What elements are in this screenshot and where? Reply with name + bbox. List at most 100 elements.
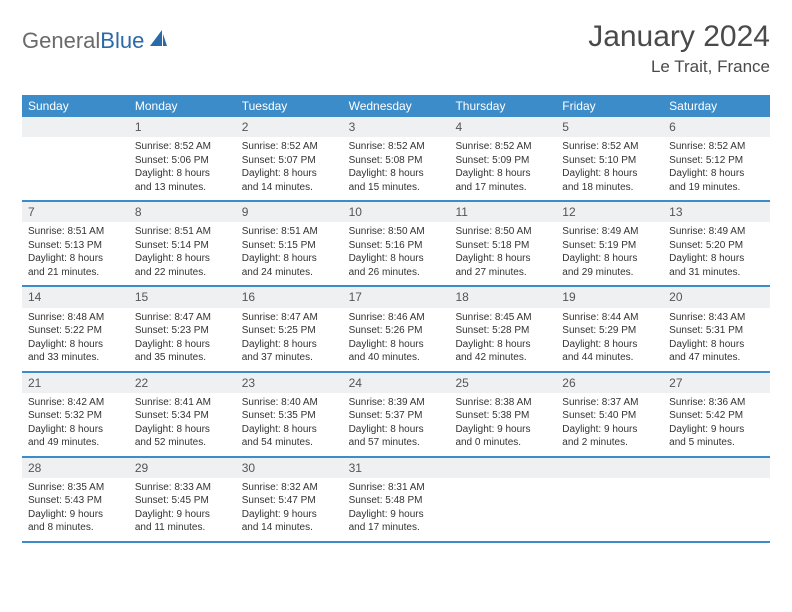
sunset-text: Sunset: 5:16 PM xyxy=(349,239,444,253)
day-body: Sunrise: 8:32 AMSunset: 5:47 PMDaylight:… xyxy=(236,478,343,541)
daylight-text: and 14 minutes. xyxy=(242,521,337,535)
day-cell: 15Sunrise: 8:47 AMSunset: 5:23 PMDayligh… xyxy=(129,287,236,370)
daylight-text: and 19 minutes. xyxy=(669,181,764,195)
day-number: 4 xyxy=(449,117,556,137)
day-number: 15 xyxy=(129,287,236,307)
daylight-text: Daylight: 8 hours xyxy=(28,423,123,437)
day-body: Sunrise: 8:47 AMSunset: 5:23 PMDaylight:… xyxy=(129,308,236,371)
day-cell: 28Sunrise: 8:35 AMSunset: 5:43 PMDayligh… xyxy=(22,458,129,541)
day-cell: 1Sunrise: 8:52 AMSunset: 5:06 PMDaylight… xyxy=(129,117,236,200)
logo-sail-icon xyxy=(148,28,168,48)
day-number: 19 xyxy=(556,287,663,307)
day-cell: 21Sunrise: 8:42 AMSunset: 5:32 PMDayligh… xyxy=(22,373,129,456)
sunrise-text: Sunrise: 8:51 AM xyxy=(242,225,337,239)
sunrise-text: Sunrise: 8:43 AM xyxy=(669,311,764,325)
daylight-text: and 47 minutes. xyxy=(669,351,764,365)
sunrise-text: Sunrise: 8:52 AM xyxy=(562,140,657,154)
sunrise-text: Sunrise: 8:51 AM xyxy=(28,225,123,239)
page-title: January 2024 xyxy=(588,20,770,53)
week-row: 14Sunrise: 8:48 AMSunset: 5:22 PMDayligh… xyxy=(22,287,770,372)
daylight-text: and 57 minutes. xyxy=(349,436,444,450)
sunrise-text: Sunrise: 8:32 AM xyxy=(242,481,337,495)
day-number: 29 xyxy=(129,458,236,478)
daylight-text: Daylight: 9 hours xyxy=(669,423,764,437)
day-cell: 12Sunrise: 8:49 AMSunset: 5:19 PMDayligh… xyxy=(556,202,663,285)
day-body: Sunrise: 8:45 AMSunset: 5:28 PMDaylight:… xyxy=(449,308,556,371)
logo-text: GeneralBlue xyxy=(22,28,144,54)
day-body: Sunrise: 8:33 AMSunset: 5:45 PMDaylight:… xyxy=(129,478,236,541)
day-number: 7 xyxy=(22,202,129,222)
daylight-text: and 37 minutes. xyxy=(242,351,337,365)
day-cell: 23Sunrise: 8:40 AMSunset: 5:35 PMDayligh… xyxy=(236,373,343,456)
logo-word1: General xyxy=(22,28,100,53)
day-cell: 6Sunrise: 8:52 AMSunset: 5:12 PMDaylight… xyxy=(663,117,770,200)
day-cell: 4Sunrise: 8:52 AMSunset: 5:09 PMDaylight… xyxy=(449,117,556,200)
day-number: 17 xyxy=(343,287,450,307)
day-cell xyxy=(556,458,663,541)
day-number: 14 xyxy=(22,287,129,307)
day-body: Sunrise: 8:50 AMSunset: 5:18 PMDaylight:… xyxy=(449,222,556,285)
sunrise-text: Sunrise: 8:52 AM xyxy=(349,140,444,154)
sunset-text: Sunset: 5:31 PM xyxy=(669,324,764,338)
week-row: 1Sunrise: 8:52 AMSunset: 5:06 PMDaylight… xyxy=(22,117,770,202)
sunrise-text: Sunrise: 8:50 AM xyxy=(349,225,444,239)
daylight-text: Daylight: 8 hours xyxy=(669,167,764,181)
daylight-text: and 31 minutes. xyxy=(669,266,764,280)
dow-header-row: Sunday Monday Tuesday Wednesday Thursday… xyxy=(22,95,770,117)
day-number: 18 xyxy=(449,287,556,307)
calendar: Sunday Monday Tuesday Wednesday Thursday… xyxy=(22,95,770,543)
day-cell: 9Sunrise: 8:51 AMSunset: 5:15 PMDaylight… xyxy=(236,202,343,285)
daylight-text: and 22 minutes. xyxy=(135,266,230,280)
daylight-text: Daylight: 8 hours xyxy=(562,338,657,352)
header: GeneralBlue January 2024 Le Trait, Franc… xyxy=(22,20,770,77)
day-number-empty xyxy=(663,458,770,478)
sunrise-text: Sunrise: 8:35 AM xyxy=(28,481,123,495)
daylight-text: and 52 minutes. xyxy=(135,436,230,450)
sunset-text: Sunset: 5:28 PM xyxy=(455,324,550,338)
day-number: 22 xyxy=(129,373,236,393)
day-cell xyxy=(663,458,770,541)
daylight-text: Daylight: 9 hours xyxy=(135,508,230,522)
daylight-text: Daylight: 8 hours xyxy=(135,423,230,437)
sunset-text: Sunset: 5:09 PM xyxy=(455,154,550,168)
day-cell: 7Sunrise: 8:51 AMSunset: 5:13 PMDaylight… xyxy=(22,202,129,285)
sunset-text: Sunset: 5:15 PM xyxy=(242,239,337,253)
day-body: Sunrise: 8:52 AMSunset: 5:06 PMDaylight:… xyxy=(129,137,236,200)
daylight-text: and 40 minutes. xyxy=(349,351,444,365)
daylight-text: Daylight: 8 hours xyxy=(349,338,444,352)
day-number: 21 xyxy=(22,373,129,393)
day-body: Sunrise: 8:46 AMSunset: 5:26 PMDaylight:… xyxy=(343,308,450,371)
sunset-text: Sunset: 5:45 PM xyxy=(135,494,230,508)
daylight-text: and 33 minutes. xyxy=(28,351,123,365)
daylight-text: Daylight: 8 hours xyxy=(455,338,550,352)
day-body: Sunrise: 8:41 AMSunset: 5:34 PMDaylight:… xyxy=(129,393,236,456)
day-body: Sunrise: 8:43 AMSunset: 5:31 PMDaylight:… xyxy=(663,308,770,371)
day-cell: 3Sunrise: 8:52 AMSunset: 5:08 PMDaylight… xyxy=(343,117,450,200)
day-cell: 8Sunrise: 8:51 AMSunset: 5:14 PMDaylight… xyxy=(129,202,236,285)
day-body: Sunrise: 8:31 AMSunset: 5:48 PMDaylight:… xyxy=(343,478,450,541)
sunrise-text: Sunrise: 8:46 AM xyxy=(349,311,444,325)
daylight-text: Daylight: 8 hours xyxy=(562,167,657,181)
day-cell: 18Sunrise: 8:45 AMSunset: 5:28 PMDayligh… xyxy=(449,287,556,370)
day-cell: 11Sunrise: 8:50 AMSunset: 5:18 PMDayligh… xyxy=(449,202,556,285)
day-number: 23 xyxy=(236,373,343,393)
day-cell: 5Sunrise: 8:52 AMSunset: 5:10 PMDaylight… xyxy=(556,117,663,200)
week-row: 7Sunrise: 8:51 AMSunset: 5:13 PMDaylight… xyxy=(22,202,770,287)
sunrise-text: Sunrise: 8:37 AM xyxy=(562,396,657,410)
day-number: 25 xyxy=(449,373,556,393)
sunset-text: Sunset: 5:18 PM xyxy=(455,239,550,253)
dow-tuesday: Tuesday xyxy=(236,95,343,117)
sunrise-text: Sunrise: 8:31 AM xyxy=(349,481,444,495)
sunset-text: Sunset: 5:06 PM xyxy=(135,154,230,168)
daylight-text: and 49 minutes. xyxy=(28,436,123,450)
sunset-text: Sunset: 5:14 PM xyxy=(135,239,230,253)
day-body: Sunrise: 8:50 AMSunset: 5:16 PMDaylight:… xyxy=(343,222,450,285)
dow-monday: Monday xyxy=(129,95,236,117)
day-cell: 13Sunrise: 8:49 AMSunset: 5:20 PMDayligh… xyxy=(663,202,770,285)
sunset-text: Sunset: 5:26 PM xyxy=(349,324,444,338)
day-number: 12 xyxy=(556,202,663,222)
sunset-text: Sunset: 5:25 PM xyxy=(242,324,337,338)
day-number: 13 xyxy=(663,202,770,222)
title-block: January 2024 Le Trait, France xyxy=(588,20,770,77)
sunset-text: Sunset: 5:32 PM xyxy=(28,409,123,423)
